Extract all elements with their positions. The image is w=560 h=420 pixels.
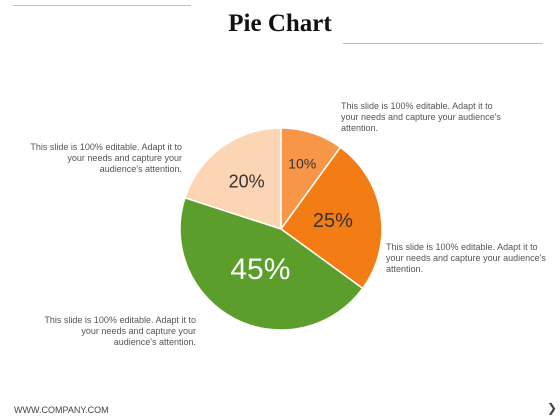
header-rule-right — [343, 43, 543, 44]
note-top-right: This slide is 100% editable. Adapt it to… — [341, 101, 501, 133]
footer-website: WWW.COMPANY.COM — [14, 405, 109, 415]
pie-label-25: 25% — [313, 210, 353, 232]
pie-slice-25 — [279, 146, 383, 290]
header-rule-left — [13, 5, 191, 6]
note-right: This slide is 100% editable. Adapt it to… — [386, 242, 546, 274]
pie-label-20: 20% — [229, 172, 265, 192]
pie-slice-45 — [179, 196, 364, 331]
pie-label-10: 10% — [288, 156, 316, 172]
next-slide-icon[interactable]: ❯ — [547, 401, 558, 415]
pie-label-45: 45% — [230, 253, 290, 286]
page-title: Pie Chart — [228, 10, 332, 37]
pie-slice-20 — [183, 127, 282, 231]
note-bottom-left: This slide is 100% editable. Adapt it to… — [44, 315, 196, 347]
note-top-left: This slide is 100% editable. Adapt it to… — [30, 142, 182, 174]
